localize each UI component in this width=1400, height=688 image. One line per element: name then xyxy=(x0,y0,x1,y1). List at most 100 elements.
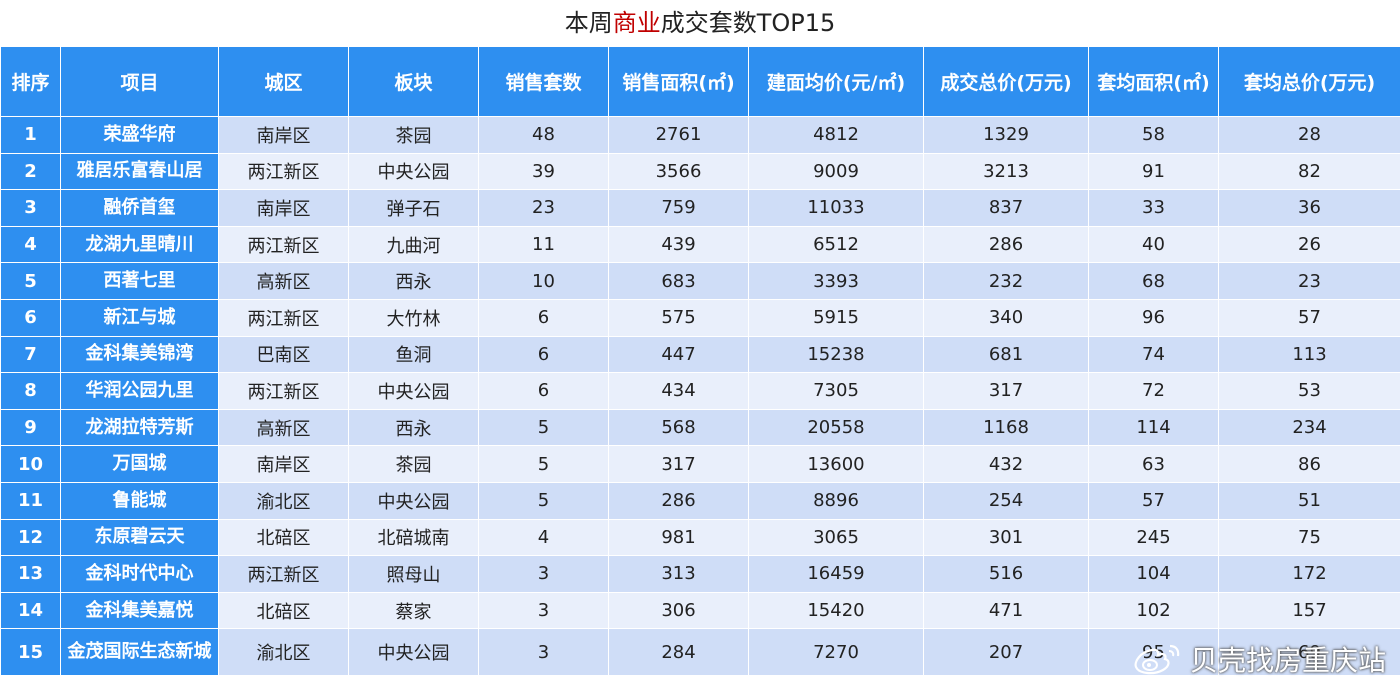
avg-total-cell: 57 xyxy=(1218,298,1400,337)
avg-price-cell: 3065 xyxy=(748,518,924,557)
district-cell: 渝北区 xyxy=(218,628,349,677)
project-cell: 荣盛华府 xyxy=(60,116,219,154)
project-cell: 金科集美嘉悦 xyxy=(60,591,219,630)
units-cell: 3 xyxy=(478,591,609,630)
rank-cell: 1 xyxy=(0,116,61,154)
avg-total-cell: 86 xyxy=(1218,445,1400,483)
watermark: 贝壳找房重庆站 xyxy=(1132,642,1386,677)
sector-cell: 鱼洞 xyxy=(348,335,479,374)
project-cell: 金科时代中心 xyxy=(60,555,219,593)
avg-total-cell: 113 xyxy=(1218,335,1400,374)
units-cell: 5 xyxy=(478,445,609,483)
table-row: 4 龙湖九里晴川 两江新区 九曲河 11 439 6512 286 40 26 xyxy=(0,225,1400,264)
avg-total-cell: 69 xyxy=(1218,628,1400,677)
units-cell: 3 xyxy=(478,628,609,677)
project-cell: 雅居乐富春山居 xyxy=(60,152,219,191)
column-header: 板块 xyxy=(348,46,479,117)
area-cell: 286 xyxy=(608,481,749,520)
district-cell: 两江新区 xyxy=(218,555,349,593)
rank-cell: 7 xyxy=(0,335,61,374)
total-price-cell: 471 xyxy=(923,591,1089,630)
total-price-cell: 432 xyxy=(923,445,1089,483)
project-cell: 西著七里 xyxy=(60,262,219,300)
title-prefix: 本周 xyxy=(564,9,613,37)
units-cell: 6 xyxy=(478,298,609,337)
avg-area-cell: 102 xyxy=(1088,591,1219,630)
units-cell: 10 xyxy=(478,262,609,300)
avg-area-cell: 245 xyxy=(1088,518,1219,557)
column-header: 城区 xyxy=(218,46,349,117)
avg-area-cell: 40 xyxy=(1088,225,1219,264)
rank-cell: 8 xyxy=(0,372,61,410)
avg-price-cell: 4812 xyxy=(748,116,924,154)
rank-cell: 12 xyxy=(0,518,61,557)
total-price-cell: 301 xyxy=(923,518,1089,557)
project-cell: 金科集美锦湾 xyxy=(60,335,219,374)
avg-total-cell: 75 xyxy=(1218,518,1400,557)
ranking-table: 排序 项目 城区 板块 销售套数 销售面积(㎡) 建面均价(元/㎡) 成交总价(万元) 套均面积… xyxy=(0,46,1400,677)
area-cell: 317 xyxy=(608,445,749,483)
avg-price-cell: 20558 xyxy=(748,408,924,447)
avg-price-cell: 3393 xyxy=(748,262,924,300)
avg-price-cell: 7305 xyxy=(748,372,924,410)
avg-total-cell: 23 xyxy=(1218,262,1400,300)
project-cell: 东原碧云天 xyxy=(60,518,219,557)
area-cell: 313 xyxy=(608,555,749,593)
table-row: 11 鲁能城 渝北区 中央公园 5 286 8896 254 57 51 xyxy=(0,481,1400,520)
avg-total-cell: 157 xyxy=(1218,591,1400,630)
units-cell: 6 xyxy=(478,372,609,410)
avg-area-cell: 72 xyxy=(1088,372,1219,410)
sector-cell: 九曲河 xyxy=(348,225,479,264)
project-cell: 万国城 xyxy=(60,445,219,483)
table-row: 3 融侨首玺 南岸区 弹子石 23 759 11033 837 33 36 xyxy=(0,189,1400,227)
units-cell: 11 xyxy=(478,225,609,264)
area-cell: 759 xyxy=(608,189,749,227)
column-header: 销售面积(㎡) xyxy=(608,46,749,117)
district-cell: 两江新区 xyxy=(218,152,349,191)
district-cell: 北碚区 xyxy=(218,591,349,630)
units-cell: 48 xyxy=(478,116,609,154)
total-price-cell: 207 xyxy=(923,628,1089,677)
column-header: 套均总价(万元) xyxy=(1218,46,1400,117)
sector-cell: 中央公园 xyxy=(348,372,479,410)
sector-cell: 中央公园 xyxy=(348,152,479,191)
table-row: 5 西著七里 高新区 西永 10 683 3393 232 68 23 xyxy=(0,262,1400,300)
total-price-cell: 1329 xyxy=(923,116,1089,154)
project-cell: 金茂国际生态新城 xyxy=(60,628,219,677)
area-cell: 575 xyxy=(608,298,749,337)
rank-cell: 6 xyxy=(0,298,61,337)
column-header: 销售套数 xyxy=(478,46,609,117)
total-price-cell: 254 xyxy=(923,481,1089,520)
district-cell: 两江新区 xyxy=(218,298,349,337)
area-cell: 434 xyxy=(608,372,749,410)
avg-area-cell: 104 xyxy=(1088,555,1219,593)
table-row: 14 金科集美嘉悦 北碚区 蔡家 3 306 15420 471 102 157 xyxy=(0,591,1400,630)
avg-total-cell: 172 xyxy=(1218,555,1400,593)
avg-area-cell: 58 xyxy=(1088,116,1219,154)
project-cell: 华润公园九里 xyxy=(60,372,219,410)
avg-area-cell: 96 xyxy=(1088,298,1219,337)
title-suffix: 成交套数TOP15 xyxy=(660,9,836,37)
avg-area-cell: 91 xyxy=(1088,152,1219,191)
avg-area-cell: 57 xyxy=(1088,481,1219,520)
table-row: 1 荣盛华府 南岸区 茶园 48 2761 4812 1329 58 28 xyxy=(0,116,1400,154)
sector-cell: 茶园 xyxy=(348,445,479,483)
column-header: 项目 xyxy=(60,46,219,117)
sector-cell: 西永 xyxy=(348,262,479,300)
units-cell: 4 xyxy=(478,518,609,557)
project-cell: 鲁能城 xyxy=(60,481,219,520)
area-cell: 447 xyxy=(608,335,749,374)
avg-price-cell: 7270 xyxy=(748,628,924,677)
sector-cell: 大竹林 xyxy=(348,298,479,337)
district-cell: 南岸区 xyxy=(218,189,349,227)
district-cell: 南岸区 xyxy=(218,116,349,154)
district-cell: 两江新区 xyxy=(218,372,349,410)
district-cell: 南岸区 xyxy=(218,445,349,483)
total-price-cell: 681 xyxy=(923,335,1089,374)
table-body: 1 荣盛华府 南岸区 茶园 48 2761 4812 1329 58 28 2 雅居乐富春山居 两江新区… xyxy=(0,116,1400,677)
table-row: 10 万国城 南岸区 茶园 5 317 13600 432 63 86 xyxy=(0,445,1400,483)
table-row: 7 金科集美锦湾 巴南区 鱼洞 6 447 15238 681 74 113 xyxy=(0,335,1400,374)
total-price-cell: 837 xyxy=(923,189,1089,227)
units-cell: 23 xyxy=(478,189,609,227)
district-cell: 渝北区 xyxy=(218,481,349,520)
